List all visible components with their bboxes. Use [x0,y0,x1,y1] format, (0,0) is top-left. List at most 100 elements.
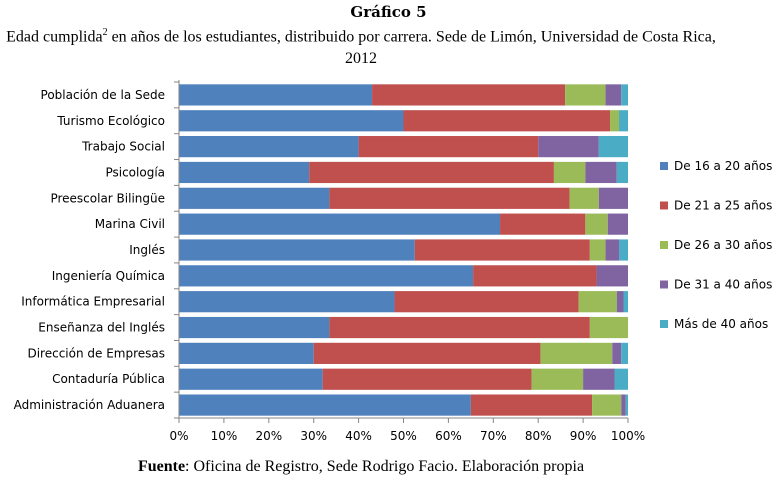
chart-subtitle: Edad cumplida2 en años de los estudiante… [0,22,722,70]
category-label: Enseñanza del Inglés [38,321,165,335]
bar-segment-3-series-4 [538,136,599,158]
category-label: Informática Empresarial [21,295,165,309]
bar-segment-6-series-4 [607,213,628,235]
category-label: Psicología [105,165,165,179]
bar-segment-12-series-1 [179,368,323,390]
bar-segment-11-series-1 [179,342,314,364]
bar-segment-5-series-2 [329,187,570,209]
category-label: Dirección de Empresas [27,346,165,360]
bars-group [179,84,628,416]
bar-segment-2-series-3 [610,110,620,132]
bar-segment-12-series-3 [531,368,584,390]
bar-segment-4-series-2 [309,161,554,184]
category-label: Preescolar Bilingüe [50,191,165,205]
bar-segment-3-series-5 [598,136,628,158]
legend-label: De 31 a 40 años [674,278,772,292]
bar-segment-7-series-4 [605,239,620,261]
bar-segment-12-series-4 [583,368,615,390]
category-labels: Población de la Sede Turismo Ecológico Tra… [14,88,165,412]
bar-segment-6-series-1 [179,213,501,235]
category-label: Marina Civil [95,217,165,231]
bar-segment-4-series-3 [553,161,586,184]
bar-segment-3-series-2 [358,136,539,158]
category-label: Ingeniería Química [52,269,165,283]
bar-segment-1-series-1 [179,84,373,106]
chart-title: Gráfico 5 [350,3,427,21]
x-tick-label: 70% [480,429,507,443]
x-tick-labels: 0% 10% 20% 30% 40% 50% 60% 70% 80% 90% 100% [169,429,645,443]
legend-swatch-3 [660,241,668,249]
subtitle-footnote-marker: 2 [102,27,108,38]
x-tick-label: 40% [345,429,372,443]
category-label: Trabajo Social [81,140,165,154]
category-label: Turismo Ecológico [56,114,165,128]
bar-segment-5-series-1 [179,187,330,209]
x-tick-label: 80% [525,429,552,443]
bar-segment-9-series-3 [578,291,617,313]
legend-label: De 16 a 20 años [674,159,772,173]
bar-segment-9-series-1 [179,291,395,313]
legend-label: Más de 40 años [674,317,768,331]
legend-label: De 21 a 25 años [674,199,772,213]
bar-segment-11-series-5 [621,342,628,364]
bar-segment-5-series-4 [598,187,628,209]
bar-segment-7-series-1 [179,239,415,261]
category-label: Inglés [129,243,165,257]
bar-segment-11-series-3 [540,342,613,364]
bar-segment-8-series-2 [473,265,597,287]
x-tick-label: 0% [169,429,188,443]
bar-segment-13-series-1 [179,394,471,416]
bar-segment-11-series-4 [612,342,622,364]
bar-segment-6-series-2 [500,213,586,235]
bar-segment-2-series-2 [403,110,611,132]
bar-segment-6-series-3 [585,213,608,235]
bar-segment-9-series-5 [623,291,628,313]
legend-swatch-4 [660,280,668,289]
bar-segment-9-series-4 [616,291,624,313]
bar-segment-13-series-5 [625,394,628,416]
bar-segment-12-series-5 [614,368,628,390]
legend: De 16 a 20 años De 21 a 25 años De 26 a 30… [660,159,772,331]
x-tick-label: 20% [255,429,282,443]
bar-segment-1-series-4 [605,84,622,106]
chart-source: Fuente: Oficina de Registro, Sede Rodrig… [0,458,722,476]
bar-segment-9-series-2 [394,291,579,313]
bar-segment-2-series-5 [619,110,628,132]
bar-segment-2-series-1 [179,110,404,132]
x-tick-label: 90% [570,429,597,443]
legend-swatch-5 [660,320,668,328]
bar-segment-7-series-2 [414,239,590,261]
category-label: Población de la Sede [41,88,165,102]
category-label: Contaduría Pública [52,372,165,386]
bar-segment-1-series-5 [621,84,628,106]
bar-segment-10-series-3 [589,316,628,339]
bar-segment-1-series-2 [372,84,566,106]
bar-segment-8-series-4 [596,265,628,287]
bar-segment-5-series-3 [569,187,599,209]
x-tick-label: 60% [435,429,462,443]
bar-segment-8-series-1 [179,265,474,287]
source-text: : Oficina de Registro, Sede Rodrigo Faci… [185,458,585,475]
x-tick-label: 100% [611,429,645,443]
bar-segment-7-series-3 [589,239,606,261]
bar-segment-7-series-5 [619,239,628,261]
bar-segment-3-series-1 [179,136,359,158]
category-label: Administración Aduanera [14,398,165,412]
bar-segment-12-series-2 [322,368,532,390]
x-tick-label: 10% [211,429,238,443]
x-tick-label: 50% [390,429,417,443]
bar-segment-13-series-4 [621,394,626,416]
bar-segment-13-series-3 [592,394,622,416]
bar-segment-10-series-1 [179,316,330,339]
axes-group [174,80,629,423]
source-label: Fuente [137,458,186,475]
legend-swatch-2 [660,201,668,210]
legend-swatch-1 [660,162,668,170]
bar-segment-4-series-4 [585,161,617,184]
bar-segment-4-series-1 [179,161,310,184]
bar-segment-10-series-2 [329,316,590,339]
x-tick-label: 30% [300,429,327,443]
bar-segment-4-series-5 [616,161,628,184]
legend-label: De 26 a 30 años [674,238,772,252]
